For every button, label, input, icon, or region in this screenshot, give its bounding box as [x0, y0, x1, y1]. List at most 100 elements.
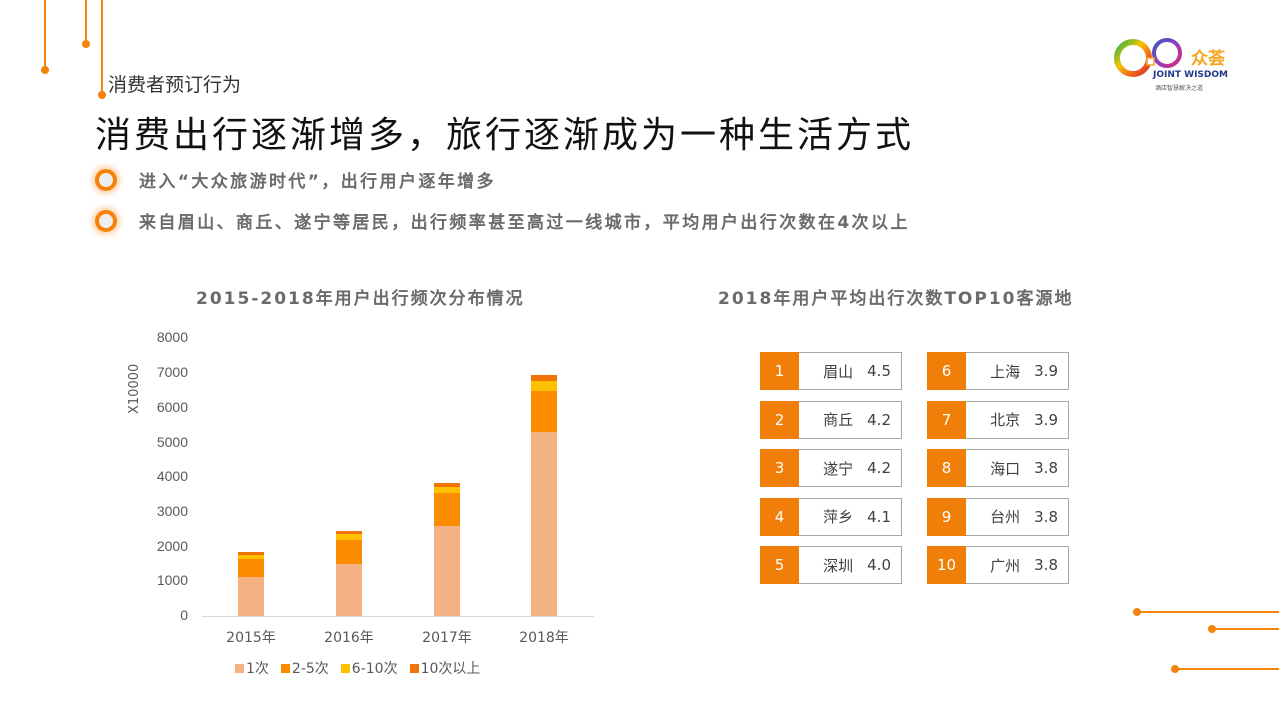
y-tick: 3000 — [156, 503, 188, 519]
x-tick: 2016年 — [324, 630, 374, 646]
legend-label: 1次 — [246, 661, 269, 677]
x-tick: 2018年 — [519, 630, 569, 646]
bar-segment — [336, 534, 362, 540]
ranking-row: 5 深圳 4.0 — [760, 546, 902, 584]
legend-swatch-icon — [235, 663, 244, 673]
city-name: 上海 — [990, 362, 1021, 381]
legend-label: 2-5次 — [291, 661, 329, 677]
decor-line — [101, 0, 103, 94]
decor-line — [1176, 668, 1279, 670]
rank-badge: 1 — [760, 352, 799, 390]
y-tick: 4000 — [156, 468, 188, 484]
bar-segment — [336, 539, 362, 564]
ranking-row: 9 台州 3.8 — [927, 497, 1069, 536]
avg-trips-value: 4.0 — [867, 556, 891, 574]
city-name: 台州 — [990, 508, 1021, 526]
bar-segment — [238, 551, 264, 555]
ranking-row: 1 眉山 4.5 — [760, 352, 902, 390]
avg-trips-value: 4.2 — [867, 459, 891, 477]
avg-trips-value: 4.5 — [867, 362, 891, 380]
legend-item: 6-10次 — [340, 658, 398, 678]
bar-segment — [531, 381, 557, 391]
logo-tagline: 酒店智慧解决之道 — [1155, 85, 1204, 92]
y-tick: 7000 — [156, 364, 188, 380]
decor-dot — [1133, 608, 1141, 616]
rank-cell: 深圳 4.0 — [799, 546, 902, 584]
y-tick: 0 — [180, 607, 188, 623]
bullet-text: 来自眉山、商丘、遂宁等居民，出行频率甚至高过一线城市，平均用户出行次数在4次以上 — [139, 213, 910, 233]
bullet-item: 进入“大众旅游时代”，出行用户逐年增多 — [95, 167, 496, 192]
chart-legend: 1次 2-5次 6-10次 10次以上 — [235, 658, 492, 678]
bullet-item: 来自眉山、商丘、遂宁等居民，出行频率甚至高过一线城市，平均用户出行次数在4次以上 — [95, 208, 910, 233]
decor-dot — [41, 66, 49, 74]
decor-dot — [1171, 665, 1179, 673]
x-tick: 2017年 — [422, 630, 472, 646]
avg-trips-value: 4.1 — [867, 507, 891, 526]
avg-trips-value: 3.8 — [1034, 556, 1058, 574]
logo: 众荟 JOINT WISDOM 酒店智慧解决之道 — [1113, 36, 1238, 96]
ranking-row: 8 海口 3.8 — [927, 449, 1069, 487]
rank-badge: 9 — [927, 497, 966, 536]
bar-segment — [336, 530, 362, 535]
avg-trips-value: 3.9 — [1034, 410, 1058, 429]
rank-cell: 商丘 4.2 — [799, 400, 902, 439]
decor-dot — [1208, 625, 1216, 633]
ranking-row: 6 上海 3.9 — [927, 352, 1069, 390]
city-name: 眉山 — [823, 362, 854, 381]
rank-badge: 2 — [760, 400, 799, 439]
y-tick: 5000 — [156, 434, 188, 450]
legend-swatch-icon — [409, 663, 419, 673]
rank-badge: 4 — [760, 497, 799, 536]
logo-name-en: JOINT WISDOM — [1153, 70, 1228, 80]
table-title: 2018年用户平均出行次数TOP10客源地 — [718, 289, 1074, 309]
chart-title: 2015-2018年用户出行频次分布情况 — [196, 289, 525, 309]
rank-cell: 海口 3.8 — [966, 449, 1069, 487]
legend-label: 6-10次 — [351, 661, 398, 677]
x-tick: 2015年 — [226, 630, 276, 646]
city-name: 广州 — [990, 556, 1021, 575]
city-name: 北京 — [990, 411, 1021, 429]
rank-cell: 眉山 4.5 — [799, 352, 902, 390]
rank-cell: 遂宁 4.2 — [799, 449, 902, 487]
decor-line — [1213, 628, 1279, 630]
rank-cell: 萍乡 4.1 — [799, 497, 902, 536]
y-tick: 6000 — [156, 399, 188, 415]
bar-segment — [434, 487, 460, 494]
decor-dot — [82, 40, 90, 48]
bar-segment — [238, 554, 264, 559]
bar-segment — [238, 576, 264, 616]
y-tick: 1000 — [156, 572, 188, 588]
avg-trips-value: 3.8 — [1034, 459, 1058, 477]
legend-item: 10次以上 — [409, 658, 480, 678]
city-name: 萍乡 — [823, 508, 854, 526]
bar-segment — [531, 432, 557, 616]
bullet-text: 进入“大众旅游时代”，出行用户逐年增多 — [139, 172, 496, 192]
avg-trips-value: 3.9 — [1034, 362, 1058, 380]
bar-segment — [336, 563, 362, 616]
legend-item: 1次 — [235, 658, 269, 678]
legend-swatch-icon — [280, 663, 290, 673]
ranking-row: 7 北京 3.9 — [927, 400, 1069, 439]
city-name: 深圳 — [823, 556, 854, 575]
bullet-ring-icon — [95, 168, 117, 191]
bar-segment — [434, 482, 460, 488]
bullet-ring-icon — [95, 209, 117, 232]
bar-segment — [531, 375, 557, 382]
legend-item: 2-5次 — [280, 658, 329, 678]
decor-line — [85, 0, 87, 44]
legend-swatch-icon — [340, 663, 350, 673]
bar-segment — [238, 558, 264, 577]
city-name: 海口 — [990, 459, 1021, 478]
y-tick: 2000 — [156, 538, 188, 554]
y-tick: 8000 — [156, 329, 188, 345]
logo-name-zh: 众荟 — [1191, 49, 1225, 69]
infinity-logo-icon — [1114, 38, 1182, 77]
rank-cell: 广州 3.8 — [966, 546, 1069, 584]
ranking-row: 4 萍乡 4.1 — [760, 497, 902, 536]
rank-cell: 台州 3.8 — [966, 497, 1069, 536]
rank-badge: 6 — [927, 352, 966, 390]
x-axis-line — [202, 616, 594, 617]
rank-badge: 7 — [927, 400, 966, 439]
ranking-row: 3 遂宁 4.2 — [760, 449, 902, 487]
bar-segment — [434, 493, 460, 526]
